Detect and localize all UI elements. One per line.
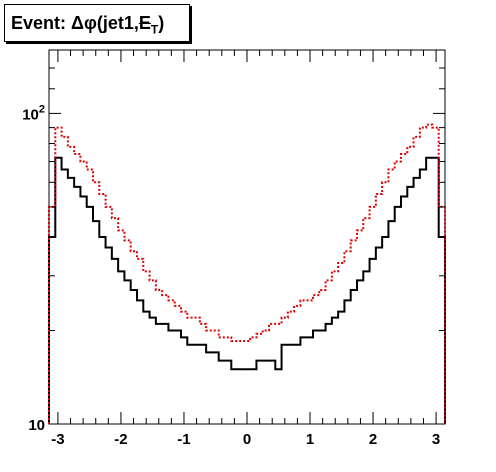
x-tick-label: -1 — [177, 431, 190, 448]
histogram-series-solid — [48, 156, 446, 424]
title-prefix: Event: — [11, 13, 72, 33]
chart-title: Event: Δφ(jet1,ET) — [11, 13, 164, 37]
x-tick-label: 0 — [243, 431, 251, 448]
axes-layer: -3 -2 -1 0 1 2 3 10 102 — [22, 50, 445, 448]
x-tick-label: -3 — [51, 431, 64, 448]
title-symbol: Δφ — [71, 13, 97, 33]
title-args-open: (jet1, — [96, 13, 139, 33]
y-tick-label: 10 — [28, 417, 45, 434]
y-tick-label: 102 — [22, 103, 45, 123]
x-tick-label: 2 — [369, 431, 377, 448]
title-met-letter: E — [138, 13, 151, 33]
chart-title-box: Event: Δφ(jet1,ET) — [4, 4, 190, 42]
x-tick-label: 3 — [432, 431, 440, 448]
histogram-series-dotted — [48, 123, 446, 424]
title-args-close: ) — [158, 13, 165, 33]
x-tick-label: 1 — [306, 431, 314, 448]
title-met-sub: T — [150, 22, 159, 37]
series-layer — [48, 123, 446, 424]
x-tick-label: -2 — [114, 431, 127, 448]
